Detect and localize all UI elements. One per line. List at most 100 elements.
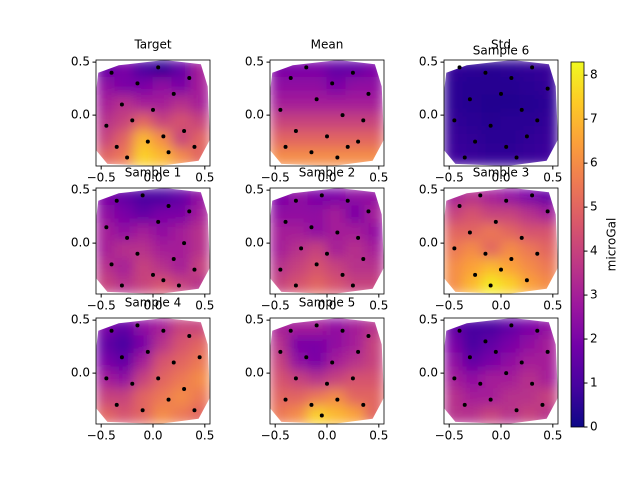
field bbox=[444, 60, 558, 166]
contour-cell bbox=[96, 240, 116, 260]
contour-cell bbox=[133, 335, 154, 354]
contour-cell bbox=[519, 258, 540, 277]
contour-cell bbox=[519, 370, 540, 390]
sample-point bbox=[104, 376, 109, 381]
sample-point bbox=[314, 97, 319, 102]
contour-cell bbox=[364, 188, 384, 207]
sample-point bbox=[109, 328, 114, 333]
contour-cell bbox=[538, 147, 558, 166]
contour-cell bbox=[345, 147, 366, 166]
sample-point bbox=[361, 402, 366, 407]
field-cells bbox=[96, 60, 210, 166]
contour-cell bbox=[307, 335, 328, 354]
contour-cell bbox=[326, 275, 347, 294]
contour-cell bbox=[364, 335, 384, 354]
contour-cell bbox=[481, 188, 502, 207]
sample-point bbox=[197, 355, 202, 360]
x-tick-label: 0.0 bbox=[491, 171, 510, 185]
contour-cell bbox=[114, 240, 135, 260]
y-tick-label: 0.5 bbox=[71, 55, 90, 69]
contour-cell bbox=[364, 60, 384, 79]
contour-cell bbox=[190, 370, 210, 390]
contour-cell bbox=[326, 352, 347, 372]
sample-point bbox=[535, 328, 540, 333]
contour-cell bbox=[538, 222, 558, 242]
contour-cell bbox=[481, 205, 502, 224]
panel-title: Sample 5 bbox=[299, 296, 355, 310]
sample-point bbox=[140, 408, 145, 413]
contour-cell bbox=[538, 240, 558, 260]
sample-point bbox=[278, 107, 283, 112]
sample-point bbox=[283, 397, 288, 402]
y-tick-label: 0.0 bbox=[71, 366, 90, 380]
contour-cell bbox=[171, 77, 192, 96]
sample-point bbox=[540, 402, 545, 407]
contour-cell bbox=[288, 240, 309, 260]
contour-cell bbox=[190, 77, 210, 96]
sample-point bbox=[452, 118, 457, 123]
contour-cell bbox=[462, 370, 483, 390]
sample-point bbox=[350, 70, 355, 75]
colorbar-tick-label: 7 bbox=[590, 112, 598, 126]
contour-cell bbox=[462, 77, 483, 96]
contour-cell bbox=[288, 405, 309, 424]
sample-point bbox=[304, 355, 309, 360]
contour-cell bbox=[538, 130, 558, 149]
contour-cell bbox=[270, 188, 290, 207]
contour-cell bbox=[500, 188, 521, 207]
contour-cell bbox=[364, 147, 384, 166]
contour-cell bbox=[270, 318, 290, 337]
contour-cell bbox=[326, 370, 347, 390]
contour-cell bbox=[519, 112, 540, 132]
field bbox=[96, 60, 210, 166]
sample-point bbox=[524, 134, 529, 139]
x-tick-label: −0.5 bbox=[87, 429, 116, 443]
colorbar-tick-label: 1 bbox=[590, 376, 598, 390]
contour-cell bbox=[171, 240, 192, 260]
contour-cell bbox=[152, 405, 173, 424]
sample-point bbox=[114, 402, 119, 407]
sample-point bbox=[319, 193, 324, 198]
contour-cell bbox=[270, 405, 290, 424]
colorbar bbox=[570, 61, 585, 428]
contour-cell bbox=[519, 94, 540, 114]
contour-cell bbox=[190, 147, 210, 166]
contour-cell bbox=[462, 335, 483, 354]
contour-cell bbox=[190, 205, 210, 224]
field bbox=[444, 318, 558, 424]
sample-point bbox=[109, 262, 114, 267]
contour-cell bbox=[500, 370, 521, 390]
contour-cell bbox=[444, 77, 464, 96]
contour-cell bbox=[171, 94, 192, 114]
sample-point bbox=[151, 107, 155, 112]
sample-point bbox=[187, 76, 192, 81]
sample-point bbox=[356, 139, 361, 144]
x-tick-label: 0.0 bbox=[317, 299, 336, 313]
contour-cell bbox=[519, 405, 540, 424]
sample-point bbox=[514, 408, 519, 413]
contour-cell bbox=[307, 258, 328, 277]
contour-cell bbox=[133, 275, 154, 294]
contour-cell bbox=[500, 240, 521, 260]
y-tick-label: 0.5 bbox=[245, 313, 264, 327]
x-tick-label: 0.0 bbox=[143, 171, 162, 185]
contour-cell bbox=[152, 335, 173, 354]
sample-point bbox=[457, 65, 462, 70]
contour-cell bbox=[481, 240, 502, 260]
x-tick-label: 0.5 bbox=[369, 429, 388, 443]
contour-cell bbox=[481, 130, 502, 149]
contour-cell bbox=[519, 352, 540, 372]
sample-point bbox=[483, 70, 488, 75]
sample-point bbox=[135, 323, 140, 328]
contour-cell bbox=[114, 147, 135, 166]
colorbar-tick-label: 0 bbox=[590, 420, 598, 434]
contour-cell bbox=[462, 112, 483, 132]
x-tick-label: 0.5 bbox=[369, 299, 388, 313]
y-tick-label: 0.5 bbox=[419, 183, 438, 197]
sample-point bbox=[488, 123, 493, 128]
y-tick-label: 0.5 bbox=[419, 313, 438, 327]
sample-point bbox=[171, 91, 176, 96]
contour-cell bbox=[462, 94, 483, 114]
contour-cell bbox=[171, 222, 192, 242]
sample-point bbox=[504, 371, 509, 376]
